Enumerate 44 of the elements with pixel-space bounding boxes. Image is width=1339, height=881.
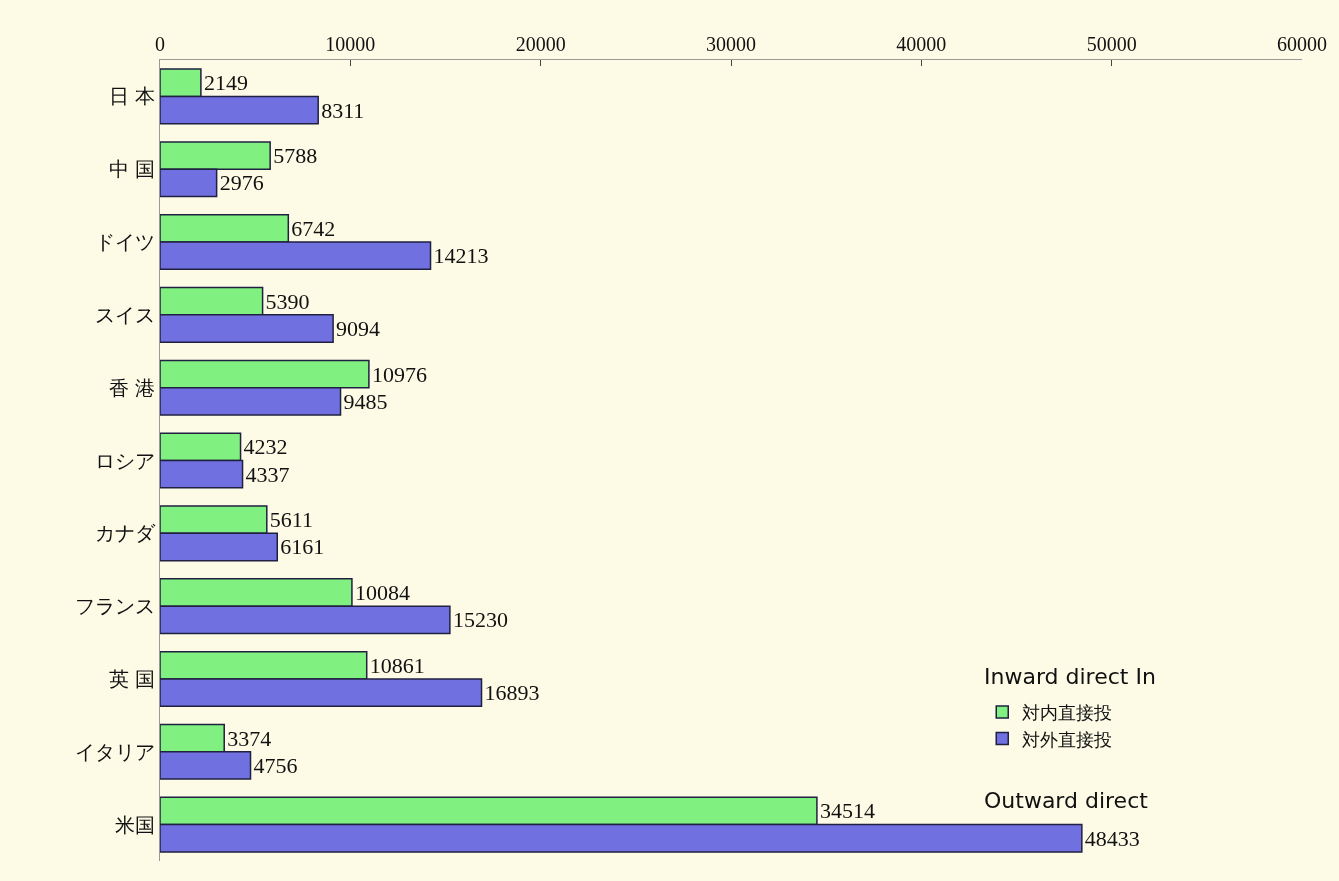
y-tick-label: 中 国 [108,157,155,182]
data-label: 3374 [227,725,272,751]
x-tick-label: 0 [155,33,165,55]
x-tick-label: 60000 [1277,33,1327,55]
legend-label: 対内直接投 [1022,702,1113,724]
y-tick-label: ドイツ [95,230,155,255]
data-label: 48433 [1084,825,1140,851]
data-label: 6742 [291,215,336,241]
data-label: 4756 [253,752,298,778]
data-label: 34514 [819,798,875,824]
y-tick-label: フランス [75,594,155,619]
data-label: 10861 [369,652,425,678]
data-label: 9094 [336,316,381,342]
y-tick-label: カナダ [95,521,156,546]
y-tick-label: ロシア [95,448,155,473]
data-label: 10976 [371,361,427,387]
x-tick-label: 10000 [325,33,376,55]
data-label: 10084 [354,579,410,605]
data-label: 14213 [433,243,489,269]
data-label: 15230 [452,607,508,633]
legend-label: 対外直接投 [1022,728,1113,750]
data-label: 8311 [321,97,365,123]
data-label: 5788 [273,143,318,169]
data-label: 9485 [343,388,388,414]
data-label: 5611 [269,507,313,533]
y-tick-label: イタリア [75,739,155,764]
data-label: 5390 [265,288,310,314]
data-label: 2976 [219,170,264,196]
data-label: 4232 [243,434,288,460]
y-tick-label: 香 港 [108,375,155,400]
data-label: 2149 [203,70,248,96]
y-tick-label: スイス [95,302,155,327]
x-tick-label: 20000 [515,33,566,55]
data-label: 16893 [484,680,540,706]
data-label: 4337 [245,461,290,487]
annotation: Inward direct In [984,664,1156,689]
y-tick-label: 米国 [115,812,155,837]
y-tick-label: 英 国 [108,666,155,691]
data-label: 6161 [280,534,325,560]
annotation: Outward direct [984,788,1149,813]
x-tick-label: 40000 [896,33,947,55]
x-tick-label: 30000 [706,33,756,55]
x-tick-label: 50000 [1086,33,1137,55]
y-tick-label: 日 本 [108,84,155,109]
